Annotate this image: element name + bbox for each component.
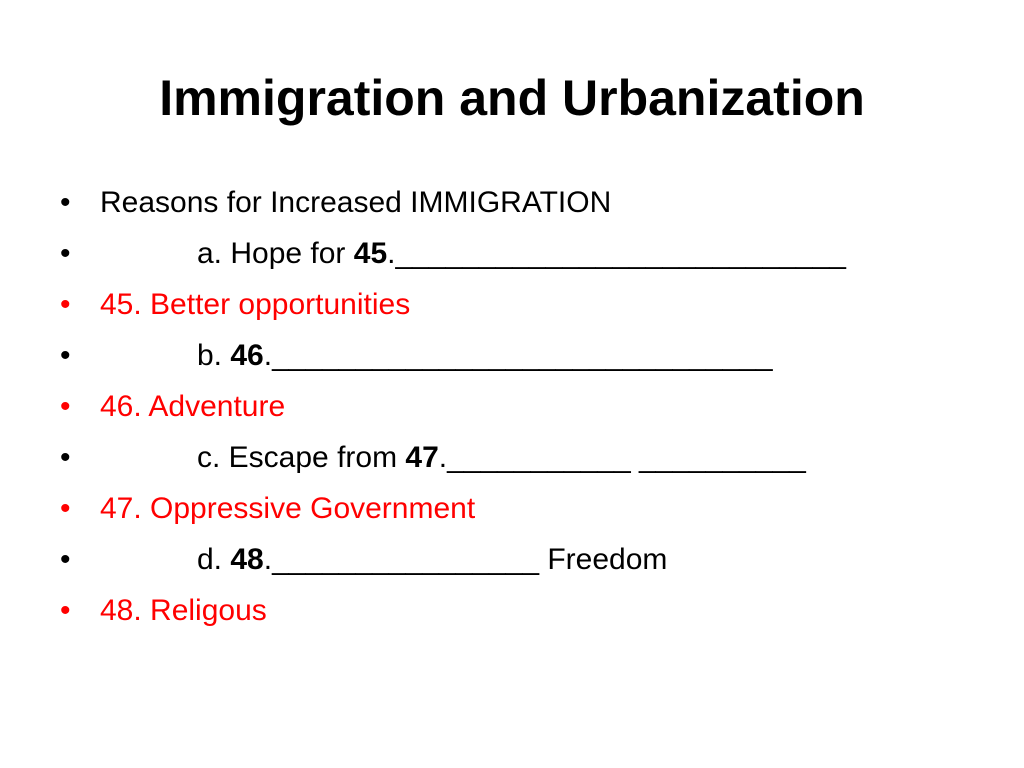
bullet-item: • d. 48.________________ Freedom [60,534,1000,585]
text-run: 48. Religous [100,594,267,627]
bullet-marker: • [60,186,71,219]
text-run: .______________________________ [263,339,773,372]
slide-title: Immigration and Urbanization [159,70,865,126]
bullet-item: • 46. Adventure [60,381,1000,432]
bullet-item: • 45. Better opportunities [60,279,1000,330]
bullet-marker: • [60,492,71,525]
bullet-marker: • [60,288,71,321]
bullet-text: 45. Better opportunities [100,279,410,330]
bullet-marker: • [60,441,71,474]
bullet-list: • Reasons for Increased IMMIGRATION • a. H… [60,177,1000,636]
bullet-text: 48. Religous [100,585,267,636]
bullet-item: • c. Escape from 47.___________ ________… [60,432,1000,483]
bold-text: 46 [230,339,264,372]
text-run: 46. Adventure [100,390,286,423]
bullet-text: Reasons for Increased IMMIGRATION [100,177,611,228]
bullet-marker: • [60,237,71,270]
text-run: 47. Oppressive Government [100,492,476,525]
bullet-marker: • [60,543,71,576]
text-run: .___________________________ [387,237,846,270]
bullet-item: • b. 46.______________________________ [60,330,1000,381]
bullet-text: 46. Adventure [100,381,285,432]
text-run: Reasons for Increased IMMIGRATION [100,186,612,219]
bullet-item: • a. Hope for 45._______________________… [60,228,1000,279]
text-run: .___________ __________ [438,441,806,474]
bold-text: 47 [405,441,439,474]
bold-text: 48 [230,543,264,576]
bullet-text: a. Hope for 45._________________________… [100,228,846,279]
text-run: 45. Better opportunities [100,288,411,321]
bullet-marker: • [60,594,71,627]
bullet-marker: • [60,339,71,372]
text-run: c. Escape from [100,441,406,474]
bullet-item: • 48. Religous [60,585,1000,636]
bullet-text: d. 48.________________ Freedom [100,534,667,585]
text-run: b. [100,339,231,372]
bullet-text: c. Escape from 47.___________ __________ [100,432,806,483]
bullet-text: b. 46.______________________________ [100,330,773,381]
bullet-marker: • [60,390,71,423]
bullet-item: • 47. Oppressive Government [60,483,1000,534]
text-run: .________________ Freedom [263,543,668,576]
bullet-item: • Reasons for Increased IMMIGRATION [60,177,1000,228]
text-run: a. Hope for [100,237,354,270]
bold-text: 45 [353,237,388,270]
bullet-text: 47. Oppressive Government [100,483,475,534]
text-run: d. [100,543,231,576]
